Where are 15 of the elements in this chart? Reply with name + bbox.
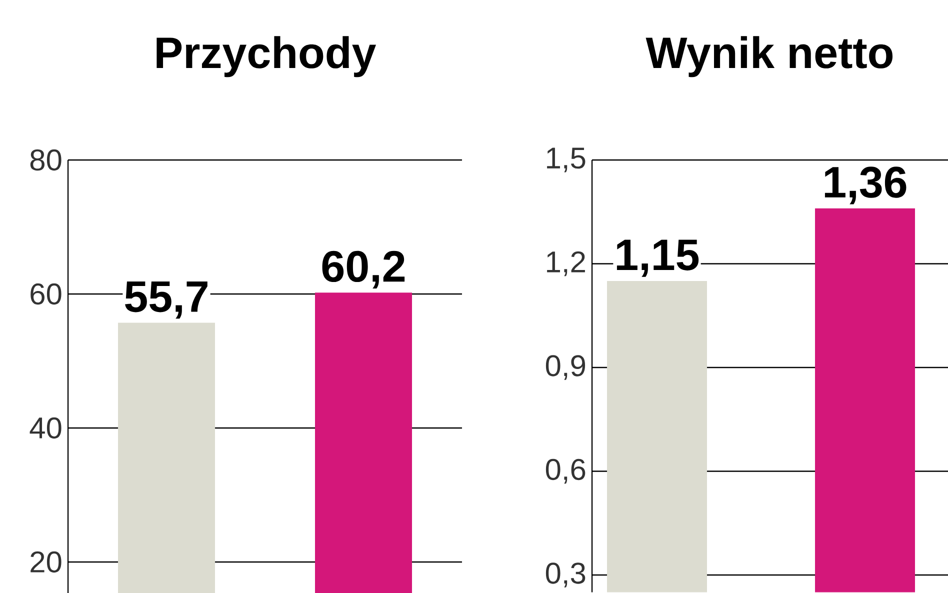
data-label: 60,2 bbox=[322, 250, 405, 288]
data-label: 1,15 bbox=[616, 240, 699, 277]
data-label: 55,7 bbox=[125, 282, 208, 319]
data-label: 1,36 bbox=[824, 166, 906, 204]
chart-title: Wynik netto bbox=[646, 36, 893, 78]
y-tick-label: 0,6 bbox=[546, 458, 586, 484]
y-tick-label: 40 bbox=[30, 417, 62, 439]
y-tick-label: 60 bbox=[30, 283, 62, 305]
y-tick-label: 1,2 bbox=[547, 251, 585, 276]
y-tick-label: 80 bbox=[30, 149, 62, 171]
y-tick-label: 0,9 bbox=[546, 355, 586, 380]
chart-title: Przychody bbox=[156, 36, 376, 78]
y-tick-label: 0,3 bbox=[546, 562, 586, 588]
y-tick-label: 1,5 bbox=[547, 148, 586, 172]
y-tick-label: 20 bbox=[30, 551, 62, 573]
